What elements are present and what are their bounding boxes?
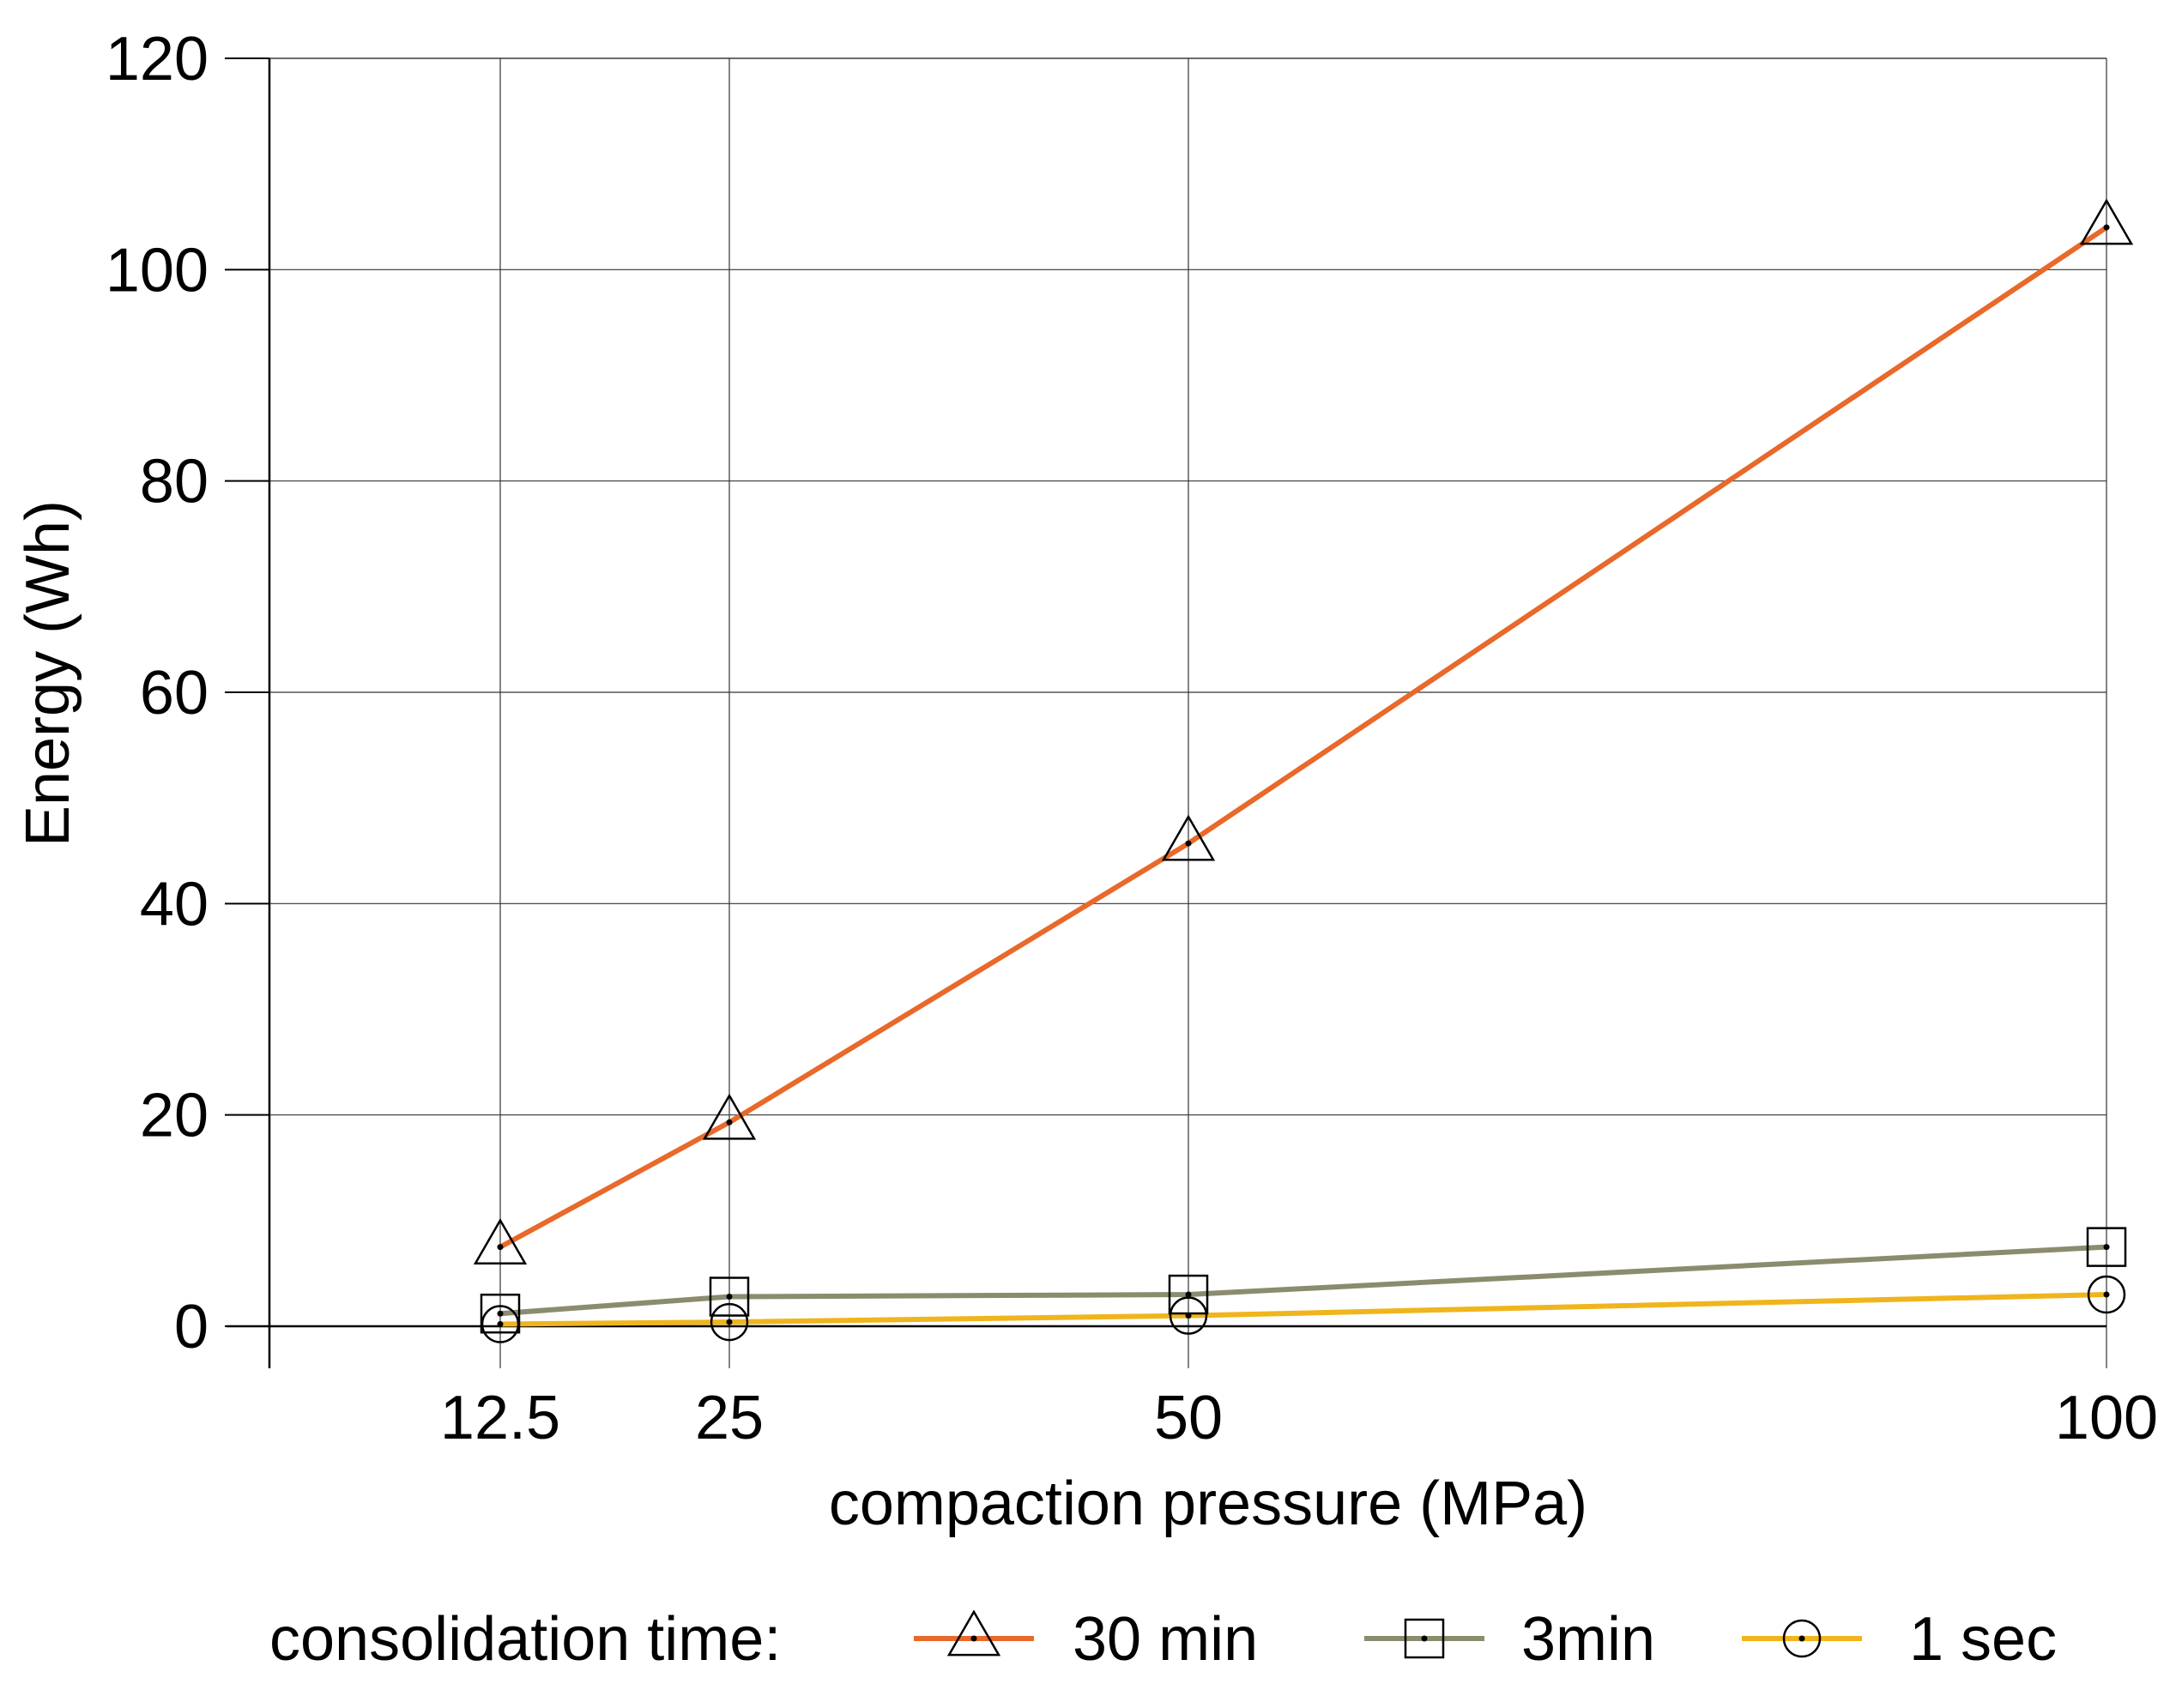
data-point-square	[2086, 1227, 2127, 1267]
data-point-circle	[2087, 1275, 2126, 1314]
legend-marker-square	[1404, 1618, 1445, 1659]
y-tick-label: 100	[106, 236, 209, 305]
data-point-square	[480, 1293, 521, 1334]
x-tick-label: 12.5	[440, 1384, 560, 1452]
y-tick-label: 20	[140, 1082, 209, 1150]
data-point-circle	[481, 1305, 520, 1343]
grid	[269, 57, 2107, 1368]
x-tick-label: 50	[1154, 1384, 1223, 1452]
legend: consolidation time: 30 min 3min 1 sec	[269, 1605, 2057, 1674]
x-tick-label: 100	[2055, 1384, 2158, 1452]
y-tick-label: 40	[140, 870, 209, 938]
axes	[225, 57, 2106, 1368]
tick-labels: 0 20 40 60 80 100 120 12.5 25 50 100	[106, 25, 2158, 1452]
legend-item-1-sec: 1 sec	[1742, 1605, 2057, 1674]
data-point-triangle	[473, 1217, 528, 1264]
series-lines	[498, 225, 2109, 1327]
data-point-triangle	[2079, 198, 2134, 245]
y-tick-label: 80	[140, 448, 209, 516]
y-tick-label: 0	[174, 1293, 209, 1361]
series-markers	[473, 198, 2134, 1343]
legend-label: 30 min	[1073, 1605, 1258, 1674]
data-point-circle	[1169, 1296, 1208, 1335]
series-line-1-sec	[498, 1292, 2109, 1327]
legend-label: 3min	[1521, 1605, 1655, 1674]
legend-marker-circle	[1782, 1619, 1822, 1658]
legend-item-3min: 3min	[1364, 1605, 1655, 1674]
y-axis-title: Energy (Wh)	[14, 500, 82, 847]
y-tick-label: 60	[140, 659, 209, 727]
data-point-square	[709, 1276, 750, 1317]
legend-item-30-min: 30 min	[914, 1605, 1258, 1674]
data-point-circle	[710, 1302, 749, 1342]
legend-title: consolidation time:	[269, 1605, 781, 1674]
x-tick-label: 25	[695, 1384, 764, 1452]
series-line-3min	[498, 1244, 2109, 1317]
y-tick-label: 120	[106, 25, 209, 94]
legend-items: 30 min 3min 1 sec	[914, 1605, 2057, 1674]
series-line-30-min	[498, 225, 2109, 1250]
legend-label: 1 sec	[1909, 1605, 2057, 1674]
x-axis-title: compaction pressure (MPa)	[829, 1470, 1587, 1538]
data-point-triangle	[702, 1093, 757, 1140]
legend-marker-triangle	[946, 1609, 1001, 1657]
data-point-triangle	[1161, 814, 1216, 861]
